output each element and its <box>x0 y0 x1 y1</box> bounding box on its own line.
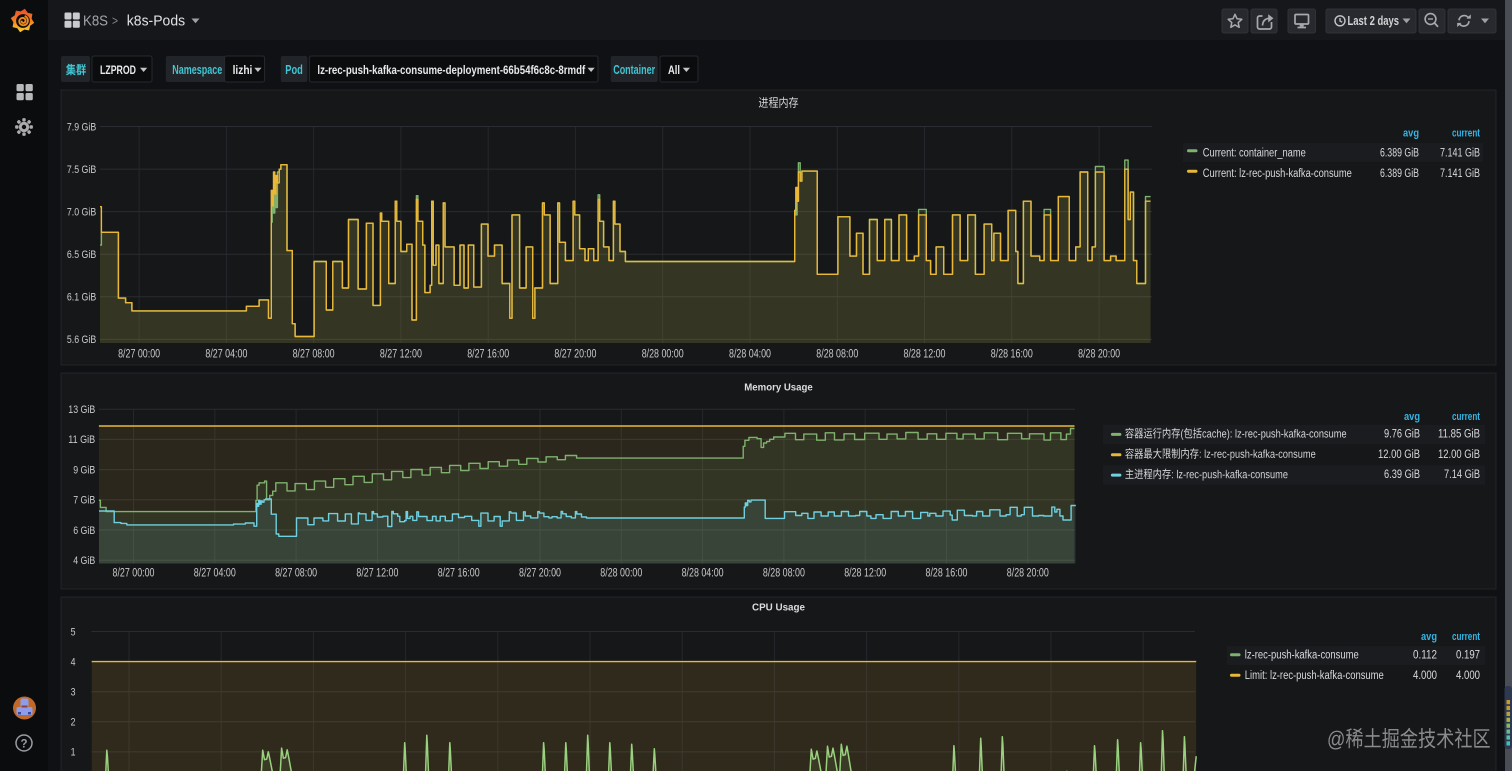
svg-text:8/27 00:00: 8/27 00:00 <box>118 349 160 361</box>
svg-text:lizhi: lizhi <box>233 63 253 77</box>
svg-text:All: All <box>668 63 680 77</box>
svg-text:?: ? <box>20 739 27 751</box>
svg-text:8/28 08:00: 8/28 08:00 <box>816 349 858 361</box>
svg-text:8/27 08:00: 8/27 08:00 <box>293 349 335 361</box>
svg-text:Pod: Pod <box>285 63 303 77</box>
svg-text:7.14 GiB: 7.14 GiB <box>1444 469 1480 481</box>
svg-text:8/28 12:00: 8/28 12:00 <box>844 568 886 580</box>
svg-text:11 GiB: 11 GiB <box>68 434 95 446</box>
svg-text:8/28 20:00: 8/28 20:00 <box>1007 568 1049 580</box>
svg-text:7.9 GiB: 7.9 GiB <box>67 121 96 133</box>
svg-text:5.6 GiB: 5.6 GiB <box>67 334 96 346</box>
svg-text:4: 4 <box>71 656 76 668</box>
svg-text:9.76 GiB: 9.76 GiB <box>1384 429 1420 441</box>
svg-text:avg: avg <box>1421 631 1437 643</box>
svg-text:8/28 12:00: 8/28 12:00 <box>904 349 946 361</box>
svg-text:current: current <box>1452 631 1480 643</box>
svg-text:Current: lz-rec-push-kafka-con: Current: lz-rec-push-kafka-consume <box>1203 168 1352 180</box>
svg-text:CPU Usage: CPU Usage <box>752 602 805 613</box>
svg-text:lz-rec-push-kafka-consume: lz-rec-push-kafka-consume <box>1245 650 1359 662</box>
svg-text:8/28 20:00: 8/28 20:00 <box>1078 349 1120 361</box>
svg-text:8/27 08:00: 8/27 08:00 <box>275 568 317 580</box>
svg-text:9 GiB: 9 GiB <box>73 464 95 476</box>
svg-text:0.112: 0.112 <box>1413 650 1437 662</box>
svg-text:8/27 04:00: 8/27 04:00 <box>205 349 247 361</box>
svg-text:6.1 GiB: 6.1 GiB <box>67 292 96 304</box>
svg-text:Limit: lz-rec-push-kafka-consu: Limit: lz-rec-push-kafka-consume <box>1245 670 1384 682</box>
svg-text:8/27 00:00: 8/27 00:00 <box>113 568 155 580</box>
svg-text:Namespace: Namespace <box>172 63 222 77</box>
svg-text:0.197: 0.197 <box>1456 650 1480 662</box>
svg-text:6.389 GiB: 6.389 GiB <box>1380 148 1419 160</box>
svg-text:current: current <box>1452 411 1480 423</box>
svg-text:4.000: 4.000 <box>1456 670 1480 682</box>
svg-text:6.5 GiB: 6.5 GiB <box>67 249 96 261</box>
svg-text:8/27 20:00: 8/27 20:00 <box>519 568 561 580</box>
svg-text:7.5 GiB: 7.5 GiB <box>67 164 96 176</box>
svg-text:12.00 GiB: 12.00 GiB <box>1378 449 1420 461</box>
svg-text:5: 5 <box>71 626 76 638</box>
svg-text:4.000: 4.000 <box>1413 670 1437 682</box>
svg-text:k8s-Pods: k8s-Pods <box>127 14 185 30</box>
svg-text:11.85 GiB: 11.85 GiB <box>1438 429 1480 441</box>
svg-text:8/27 16:00: 8/27 16:00 <box>438 568 480 580</box>
svg-text:K8S: K8S <box>83 14 108 30</box>
svg-text:6 GiB: 6 GiB <box>73 525 95 537</box>
svg-text:1: 1 <box>71 747 76 759</box>
svg-text:8/28 16:00: 8/28 16:00 <box>991 349 1033 361</box>
svg-text:6.389 GiB: 6.389 GiB <box>1380 168 1419 180</box>
svg-text:LZPROD: LZPROD <box>100 63 136 77</box>
svg-text:13 GiB: 13 GiB <box>68 404 95 416</box>
svg-text:lz-rec-push-kafka-consume-depl: lz-rec-push-kafka-consume-deployment-66b… <box>317 63 586 77</box>
svg-text:2: 2 <box>71 717 76 729</box>
svg-text:8/28 04:00: 8/28 04:00 <box>729 349 771 361</box>
svg-text:Last 2 days: Last 2 days <box>1348 14 1400 28</box>
svg-text:8/27 12:00: 8/27 12:00 <box>380 349 422 361</box>
svg-text:Container: Container <box>613 63 655 77</box>
svg-text:8/28 00:00: 8/28 00:00 <box>600 568 642 580</box>
svg-text:6.39 GiB: 6.39 GiB <box>1384 469 1420 481</box>
svg-text:Current: container_name: Current: container_name <box>1203 148 1306 160</box>
svg-text:12.00 GiB: 12.00 GiB <box>1438 449 1480 461</box>
svg-text:7.141 GiB: 7.141 GiB <box>1440 148 1480 160</box>
svg-text:8/28 16:00: 8/28 16:00 <box>926 568 968 580</box>
svg-text:>: > <box>112 13 118 28</box>
svg-text:8/27 20:00: 8/27 20:00 <box>554 349 596 361</box>
svg-text:8/27 12:00: 8/27 12:00 <box>356 568 398 580</box>
svg-text:current: current <box>1452 128 1480 140</box>
svg-text:8/27 04:00: 8/27 04:00 <box>194 568 236 580</box>
svg-text:8/28 04:00: 8/28 04:00 <box>682 568 724 580</box>
svg-text:7.141 GiB: 7.141 GiB <box>1440 168 1480 180</box>
svg-text:Memory Usage: Memory Usage <box>744 382 813 393</box>
svg-text:avg: avg <box>1403 128 1419 140</box>
svg-text:8/28 08:00: 8/28 08:00 <box>763 568 805 580</box>
svg-text:4 GiB: 4 GiB <box>73 555 95 567</box>
svg-text:7.0 GiB: 7.0 GiB <box>67 206 96 218</box>
svg-text:7 GiB: 7 GiB <box>73 495 95 507</box>
svg-text:8/27 16:00: 8/27 16:00 <box>467 349 509 361</box>
svg-text:avg: avg <box>1404 411 1420 423</box>
svg-text:3: 3 <box>71 687 76 699</box>
svg-text:8/28 00:00: 8/28 00:00 <box>642 349 684 361</box>
